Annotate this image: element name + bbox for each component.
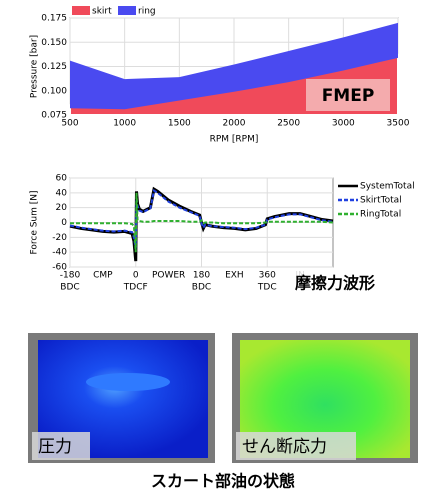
y-axis-label: Force Sum [N] <box>30 190 40 254</box>
y-tick-label: 0.075 <box>41 111 67 121</box>
phase-label: POWER <box>152 271 185 281</box>
x-tick-label: 3500 <box>387 119 410 129</box>
phase-label: EXH <box>225 271 244 281</box>
legend-swatch <box>72 6 90 15</box>
legend-label: SystemTotal <box>360 182 415 192</box>
y-tick-label: 60 <box>56 174 68 184</box>
label-box <box>32 432 90 460</box>
legend-swatch <box>118 6 136 15</box>
legend-label: ring <box>138 7 156 17</box>
line <box>69 189 334 249</box>
legend-label: skirt <box>92 7 112 17</box>
y-tick-label: 0.150 <box>41 38 67 48</box>
x-tick-sublabel: TDC <box>257 283 277 293</box>
x-tick-label: 500 <box>61 119 78 129</box>
x-tick-label: 2000 <box>223 119 246 129</box>
area <box>70 22 398 110</box>
x-tick-sublabel: BDC <box>60 283 79 293</box>
pressure-spot <box>86 373 170 391</box>
y-tick-label: 0.175 <box>41 14 67 24</box>
image-label: せん断応力 <box>242 437 327 457</box>
annotation: 摩擦力波形 <box>295 274 375 293</box>
y-axis-label: Pressure [bar] <box>30 35 40 98</box>
x-tick-label: -180 <box>60 271 81 281</box>
x-tick-label: 180 <box>193 271 210 281</box>
x-tick-label: 360 <box>259 271 276 281</box>
x-tick-label: 2500 <box>277 119 300 129</box>
label-box <box>236 432 356 460</box>
x-tick-label: 3000 <box>332 119 355 129</box>
phase-label: CMP <box>93 271 113 281</box>
y-tick-label: -20 <box>52 233 67 243</box>
y-tick-label: 0.100 <box>41 86 67 96</box>
legend-label: SkirtTotal <box>360 196 402 206</box>
caption: スカート部油の状態 <box>151 472 295 491</box>
y-tick-label: 0 <box>61 218 67 228</box>
x-axis-label: RPM [RPM] <box>210 135 259 145</box>
line <box>69 186 334 262</box>
x-tick-label: 1000 <box>113 119 136 129</box>
x-tick-label: 0 <box>133 271 139 281</box>
x-tick-sublabel: TDCF <box>123 283 148 293</box>
x-tick-sublabel: BDC <box>192 283 211 293</box>
annotation: FMEP <box>322 86 375 106</box>
image-label: 圧力 <box>38 437 72 457</box>
y-tick-label: 0.125 <box>41 62 67 72</box>
y-tick-label: 20 <box>56 203 68 213</box>
line <box>70 192 334 253</box>
y-tick-label: 40 <box>56 188 68 198</box>
x-tick-label: 1500 <box>168 119 191 129</box>
legend-label: RingTotal <box>360 210 401 220</box>
y-tick-label: -60 <box>52 263 67 273</box>
y-tick-label: -40 <box>52 248 67 258</box>
annotation-box <box>306 79 390 111</box>
annotation-box <box>283 271 383 295</box>
